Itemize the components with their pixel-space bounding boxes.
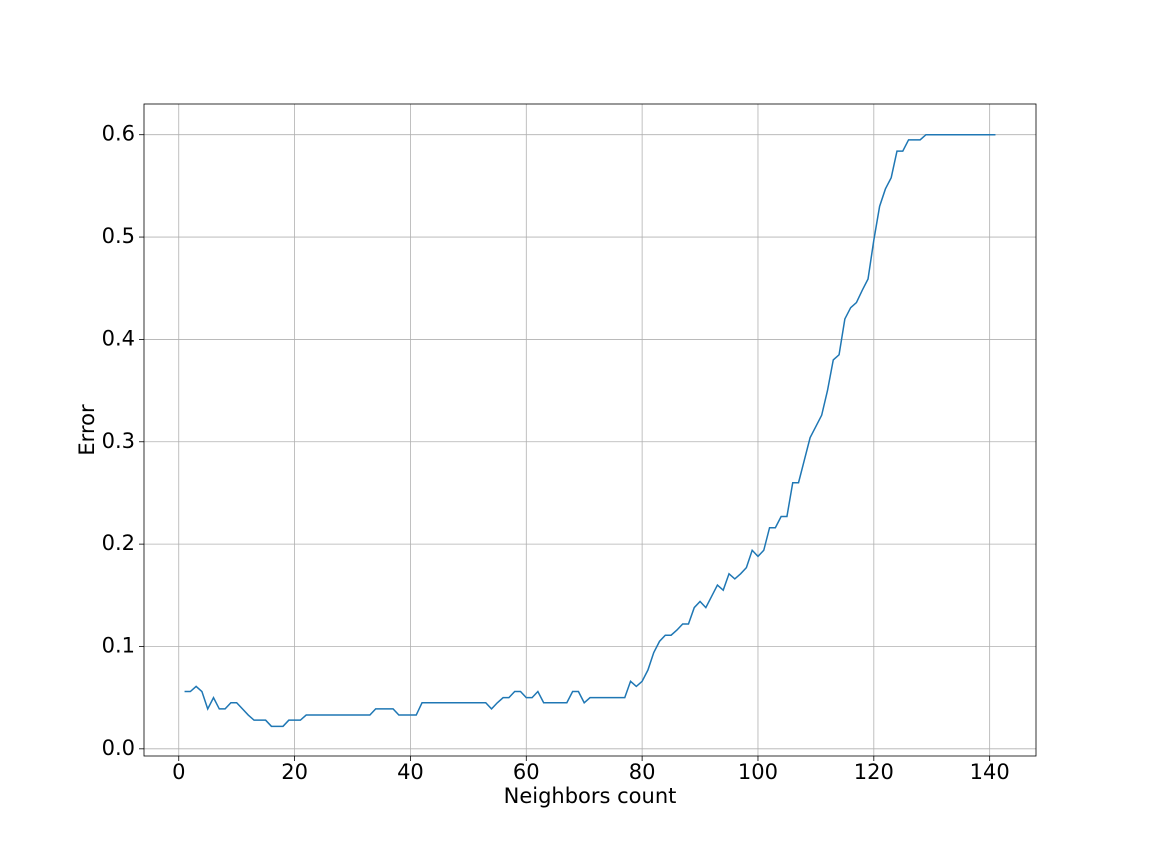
y-tick-label: 0.1 — [102, 633, 135, 657]
x-tick-label: 20 — [281, 760, 308, 784]
y-tick-label: 0.0 — [102, 736, 135, 760]
plot-frame — [143, 103, 1037, 757]
x-tick-label: 140 — [970, 760, 1010, 784]
y-axis-label: Error — [75, 404, 99, 456]
x-tick-label: 60 — [513, 760, 540, 784]
data-line — [184, 133, 996, 728]
y-tick-label: 0.3 — [102, 429, 135, 453]
x-tick-label: 100 — [738, 760, 778, 784]
y-tick-label: 0.6 — [102, 122, 135, 146]
x-tick-label: 120 — [854, 760, 894, 784]
x-tick-label: 80 — [629, 760, 656, 784]
x-tick-label: 0 — [172, 760, 185, 784]
y-tick-label: 0.5 — [102, 224, 135, 248]
x-axis-label: Neighbors count — [504, 784, 677, 808]
x-tick-label: 40 — [397, 760, 424, 784]
y-tick-label: 0.4 — [102, 326, 135, 350]
y-tick-label: 0.2 — [102, 531, 135, 555]
